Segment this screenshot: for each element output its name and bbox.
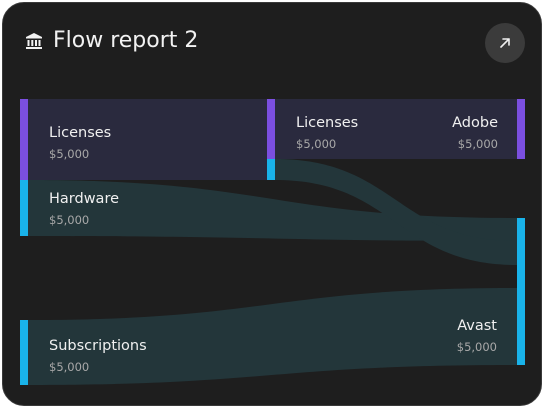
- node-adobe: [517, 99, 525, 159]
- sankey-chart: Licenses $5,000 Hardware $5,000 Subscription…: [20, 99, 525, 385]
- node-licenses-mid-tail: [267, 159, 275, 180]
- node-avast-label: Avast: [457, 318, 497, 334]
- node-licenses-value: $5,000: [49, 147, 89, 161]
- node-licenses: [20, 99, 28, 180]
- node-licenses-mid-label: Licenses: [296, 115, 358, 131]
- node-licenses-label: Licenses: [49, 125, 111, 141]
- link-subscriptions-avast: [28, 288, 517, 385]
- link-hardware-avast: [28, 180, 517, 241]
- node-subscriptions: [20, 320, 28, 385]
- node-adobe-label: Adobe: [452, 115, 498, 131]
- expand-button[interactable]: [485, 23, 525, 63]
- link-licenses-avast: [275, 159, 517, 265]
- node-subscriptions-value: $5,000: [49, 360, 89, 374]
- adobe-highlight-band: [275, 99, 517, 159]
- node-licenses-mid: [267, 99, 275, 159]
- node-avast-value: $5,000: [457, 340, 497, 354]
- node-hardware: [20, 180, 28, 236]
- node-licenses-mid-value: $5,000: [296, 137, 336, 151]
- node-avast: [517, 218, 525, 365]
- node-adobe-value: $5,000: [458, 137, 498, 151]
- node-subscriptions-label: Subscriptions: [49, 338, 147, 354]
- licenses-highlight-band: [28, 99, 267, 180]
- node-hardware-value: $5,000: [49, 213, 89, 227]
- node-hardware-label: Hardware: [49, 191, 119, 207]
- bank-icon: [26, 33, 42, 49]
- chart-title: Flow report 2: [53, 28, 199, 53]
- arrow-up-right-icon: [500, 38, 510, 48]
